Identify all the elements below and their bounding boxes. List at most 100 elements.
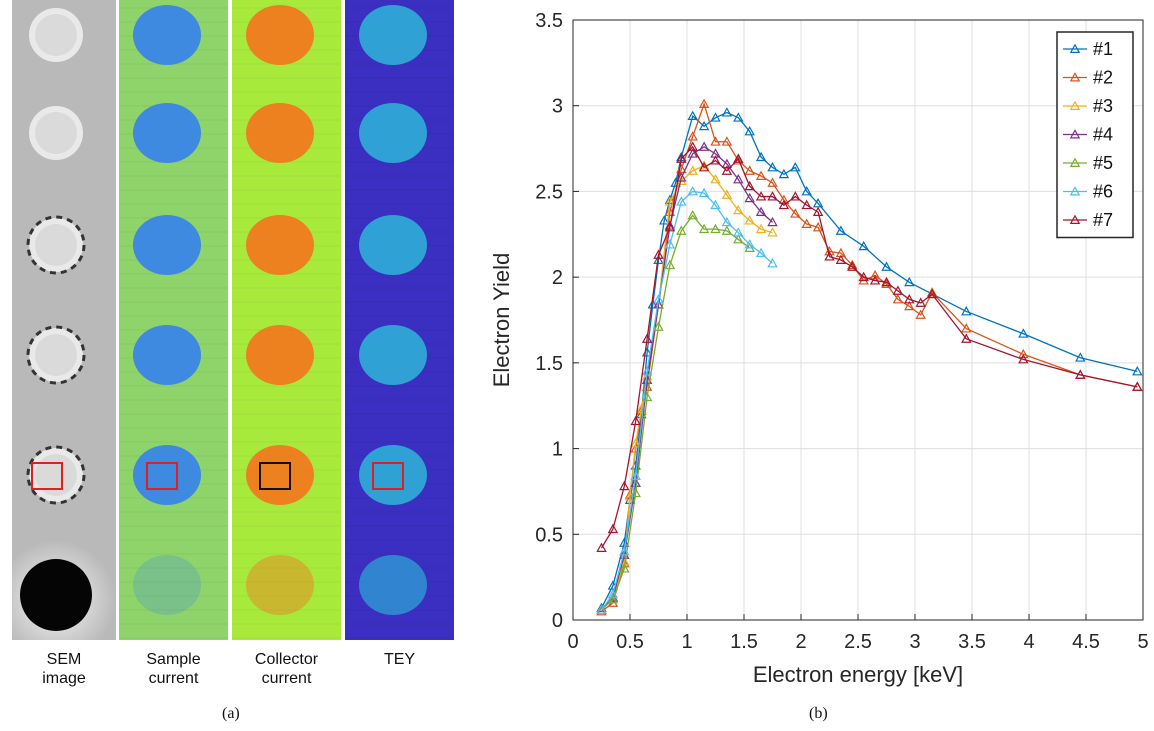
data-point xyxy=(710,136,721,146)
legend-entry: #6 xyxy=(1093,182,1113,202)
data-point xyxy=(744,165,755,175)
sample-spot xyxy=(133,325,201,385)
data-point xyxy=(790,191,801,201)
strip-label-sem: SEM image xyxy=(12,650,116,688)
tey-spot xyxy=(359,103,427,163)
tey-spot xyxy=(359,325,427,385)
data-point xyxy=(915,309,926,319)
series-line xyxy=(600,145,1138,549)
strip-label-line1: Collector xyxy=(254,651,319,668)
data-point xyxy=(733,153,744,163)
data-point xyxy=(664,239,676,249)
y-tick-label: 1.5 xyxy=(535,353,563,375)
legend-entry: #5 xyxy=(1093,153,1113,173)
data-point xyxy=(733,112,744,122)
data-point xyxy=(630,415,641,426)
data-point xyxy=(607,523,619,534)
strip-label-line1: Sample xyxy=(146,651,201,668)
sample-current-strip xyxy=(119,0,228,640)
strip-label-line2: current xyxy=(148,670,199,687)
data-point xyxy=(744,239,755,249)
sample-marker xyxy=(146,462,178,490)
y-tick-label: 0 xyxy=(552,610,563,632)
data-point xyxy=(698,223,710,234)
legend-entry: #7 xyxy=(1093,210,1113,230)
data-point xyxy=(733,173,744,184)
data-point xyxy=(721,107,733,117)
data-point xyxy=(926,287,938,297)
collector-spot xyxy=(246,5,314,65)
legend-marker xyxy=(1069,186,1081,196)
sample-spot xyxy=(133,103,201,163)
data-point xyxy=(607,588,619,599)
x-tick-label: 0.5 xyxy=(616,631,644,653)
data-point xyxy=(676,172,687,182)
data-point xyxy=(721,225,733,235)
sem-background xyxy=(12,0,116,640)
data-point xyxy=(778,194,790,204)
data-point xyxy=(698,98,710,108)
series-5 xyxy=(596,209,755,614)
data-point xyxy=(824,251,835,261)
data-point xyxy=(687,131,698,141)
data-point xyxy=(755,206,767,216)
data-point xyxy=(926,288,938,299)
x-tick-label: 0 xyxy=(567,631,578,653)
data-point xyxy=(721,136,733,146)
data-point xyxy=(664,196,676,206)
sem-spot-texture xyxy=(35,14,77,56)
x-tick-label: 1.5 xyxy=(730,631,758,653)
chart-panel-b: 0 0.5 1 1.5 2 2.5 3 3.5 4 4.5 5 0 0.5 1 1.5 2 2.5 3 3.5 Ele… xyxy=(470,0,1154,731)
data-point xyxy=(676,153,687,163)
data-point xyxy=(755,223,767,234)
data-point xyxy=(961,305,972,316)
data-point xyxy=(767,177,778,187)
data-point xyxy=(687,165,698,175)
data-point xyxy=(710,112,721,122)
data-point xyxy=(676,196,687,206)
data-point xyxy=(812,206,824,216)
sem-image xyxy=(12,0,116,640)
collector-current-map xyxy=(232,0,341,640)
tey-spot xyxy=(359,445,427,505)
collector-spot xyxy=(246,325,314,385)
sem-spot-texture xyxy=(35,334,77,376)
sample-spot xyxy=(133,445,201,505)
x-tick-label: 2.5 xyxy=(844,631,872,653)
data-point xyxy=(961,323,972,333)
data-point xyxy=(835,254,847,264)
legend-marker xyxy=(1069,72,1081,82)
data-point xyxy=(904,300,915,311)
x-tick-label: 2 xyxy=(795,631,806,653)
panel-b-caption: (b) xyxy=(809,705,828,722)
data-point xyxy=(721,216,733,227)
data-point xyxy=(767,257,778,268)
tey-map xyxy=(345,0,454,640)
data-point xyxy=(653,293,664,304)
data-point xyxy=(710,199,721,210)
data-point xyxy=(790,161,801,172)
data-point xyxy=(676,225,687,235)
data-point xyxy=(664,221,676,232)
tey-spot xyxy=(359,5,427,65)
data-point xyxy=(721,165,733,175)
data-point xyxy=(812,221,824,232)
tey-background xyxy=(345,0,454,640)
sample-current-map xyxy=(119,0,228,640)
sem-spot-texture xyxy=(35,112,77,154)
sem-spot-dashed-rim xyxy=(26,325,86,385)
data-point xyxy=(733,204,744,215)
data-point xyxy=(1132,365,1143,376)
data-point xyxy=(619,563,630,573)
data-point xyxy=(1075,352,1086,362)
data-point xyxy=(1132,381,1143,391)
sem-spot-dashed-rim xyxy=(26,445,86,505)
legend-entry: #3 xyxy=(1093,96,1113,116)
y-tick-label: 3.5 xyxy=(535,10,563,32)
series-7 xyxy=(596,141,1143,552)
sem-spot-texture xyxy=(35,224,77,266)
data-point xyxy=(687,110,698,120)
data-point xyxy=(619,480,630,491)
strip-label-line2: current xyxy=(261,670,312,687)
strip-label-collector: Collector current xyxy=(232,650,341,688)
